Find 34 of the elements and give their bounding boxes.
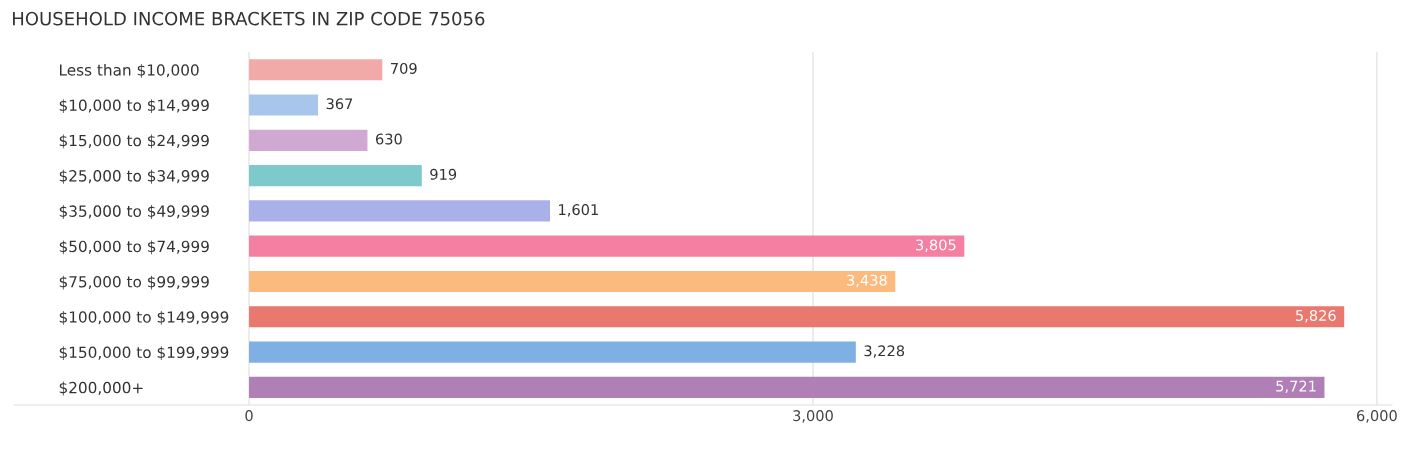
bar bbox=[249, 306, 1345, 328]
y-tick-label: $10,000 to $14,999 bbox=[59, 99, 209, 114]
chart-title: HOUSEHOLD INCOME BRACKETS IN ZIP CODE 75056 bbox=[13, 11, 485, 26]
y-tick-label: $200,000+ bbox=[59, 381, 143, 396]
bar bbox=[249, 165, 422, 187]
bar bbox=[249, 376, 1325, 398]
bar bbox=[249, 341, 856, 363]
x-tick-label: 0 bbox=[245, 410, 253, 422]
data-label: 367 bbox=[326, 98, 353, 110]
y-tick-label: $100,000 to $149,999 bbox=[59, 310, 229, 325]
bar bbox=[249, 59, 383, 81]
data-label: 1,601 bbox=[559, 204, 598, 217]
data-label: 3,228 bbox=[864, 345, 905, 358]
bar bbox=[249, 235, 965, 257]
bar bbox=[249, 200, 550, 222]
data-label: 919 bbox=[430, 168, 457, 180]
x-tick-label: 3,000 bbox=[793, 410, 833, 423]
data-label: 5,721 bbox=[1276, 380, 1316, 394]
data-label: 3,805 bbox=[916, 239, 956, 252]
data-label: 5,826 bbox=[1296, 309, 1336, 323]
data-label: 630 bbox=[376, 133, 402, 145]
y-tick-label: $150,000 to $199,999 bbox=[59, 346, 229, 361]
bar bbox=[249, 270, 896, 293]
y-tick-label: $35,000 to $49,999 bbox=[59, 205, 209, 219]
y-tick-label: $15,000 to $24,999 bbox=[59, 134, 209, 149]
x-tick-label: 6,000 bbox=[1357, 410, 1397, 423]
y-tick-label: $25,000 to $34,999 bbox=[59, 169, 209, 184]
data-label: 709 bbox=[391, 62, 417, 74]
y-tick-label: Less than $10,000 bbox=[60, 63, 199, 78]
data-label: 3,438 bbox=[847, 274, 887, 288]
bar bbox=[249, 129, 368, 151]
y-tick-label: $75,000 to $99,999 bbox=[59, 275, 209, 290]
bar bbox=[249, 94, 319, 116]
y-tick-label: $50,000 to $74,999 bbox=[59, 240, 209, 255]
